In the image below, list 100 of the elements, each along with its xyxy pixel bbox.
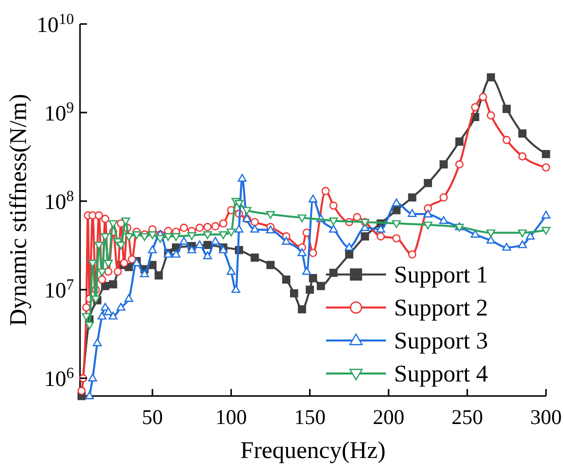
point <box>455 137 464 146</box>
point <box>226 266 236 275</box>
point <box>316 282 325 290</box>
point <box>518 152 526 160</box>
point <box>250 224 260 233</box>
point <box>211 222 220 230</box>
point <box>302 266 312 275</box>
point <box>104 268 112 276</box>
y-tick-label: 10$^{10}$ <box>36 10 74 37</box>
point <box>392 198 401 206</box>
y-tick-label: 10$^{6}$ <box>44 364 74 392</box>
point <box>440 160 448 168</box>
point <box>298 214 306 222</box>
point <box>88 374 98 382</box>
point <box>440 193 448 202</box>
point <box>526 232 535 240</box>
point <box>234 224 244 233</box>
point <box>128 255 136 264</box>
point <box>308 194 318 202</box>
point <box>116 302 126 311</box>
x-tick-label: 200 <box>372 405 404 429</box>
y-tick-label: 10$^{8}$ <box>44 188 74 214</box>
point <box>124 233 134 241</box>
point <box>172 250 180 258</box>
x-tick-label: 150 <box>294 405 326 429</box>
y-axis-title: Dynamic stiffness(N/m) <box>6 94 32 326</box>
point <box>140 233 149 241</box>
point <box>84 322 94 330</box>
point <box>148 245 157 254</box>
point <box>345 250 354 259</box>
point <box>195 240 204 248</box>
point <box>196 224 204 232</box>
y-tick-label: 10$^{9}$ <box>44 99 74 126</box>
point <box>392 234 401 242</box>
point <box>502 242 512 251</box>
point <box>376 224 386 233</box>
point <box>486 236 496 244</box>
point <box>218 231 228 240</box>
point <box>329 218 338 226</box>
point <box>282 275 290 284</box>
point <box>210 236 220 245</box>
point <box>120 258 128 268</box>
point <box>306 286 314 294</box>
point <box>423 210 432 218</box>
point <box>140 269 149 278</box>
point <box>486 111 495 120</box>
point <box>114 268 122 276</box>
point <box>203 222 212 232</box>
point <box>282 236 291 245</box>
point <box>121 218 130 226</box>
point <box>234 200 244 208</box>
point <box>290 289 298 298</box>
point <box>179 236 188 245</box>
point <box>108 280 118 288</box>
point <box>266 226 275 234</box>
x-axis-title: Frequency(Hz) <box>240 438 386 464</box>
point <box>486 229 496 238</box>
x-tick-label: 50 <box>142 405 163 429</box>
point <box>502 136 511 144</box>
point <box>471 103 480 112</box>
point <box>308 274 318 282</box>
point <box>250 218 259 226</box>
point <box>308 248 318 258</box>
point <box>455 160 464 168</box>
point <box>92 338 102 346</box>
point <box>486 73 495 82</box>
point <box>203 251 212 260</box>
point <box>242 206 252 215</box>
legend-label: Support 1 <box>394 262 488 288</box>
point <box>98 275 106 284</box>
point <box>470 230 480 238</box>
point <box>392 206 401 214</box>
point <box>82 303 90 312</box>
point <box>392 220 401 228</box>
point <box>478 92 488 102</box>
point <box>502 104 511 113</box>
point <box>518 240 527 248</box>
point <box>203 240 212 250</box>
point <box>424 178 432 188</box>
point <box>321 186 330 196</box>
point <box>329 202 338 210</box>
point <box>231 285 240 293</box>
point <box>542 163 550 172</box>
point <box>344 242 354 251</box>
legend-label: Support 3 <box>394 328 488 354</box>
point <box>77 386 86 395</box>
point <box>219 219 228 228</box>
point <box>154 271 163 280</box>
point <box>329 224 338 233</box>
point <box>180 224 188 232</box>
point <box>187 232 196 240</box>
point <box>518 229 527 238</box>
point <box>98 312 106 320</box>
point <box>408 193 416 202</box>
point <box>376 232 385 240</box>
point <box>266 211 275 219</box>
point <box>238 174 247 182</box>
point <box>94 211 103 220</box>
point <box>518 129 526 138</box>
x-tick-label: 100 <box>215 405 247 429</box>
